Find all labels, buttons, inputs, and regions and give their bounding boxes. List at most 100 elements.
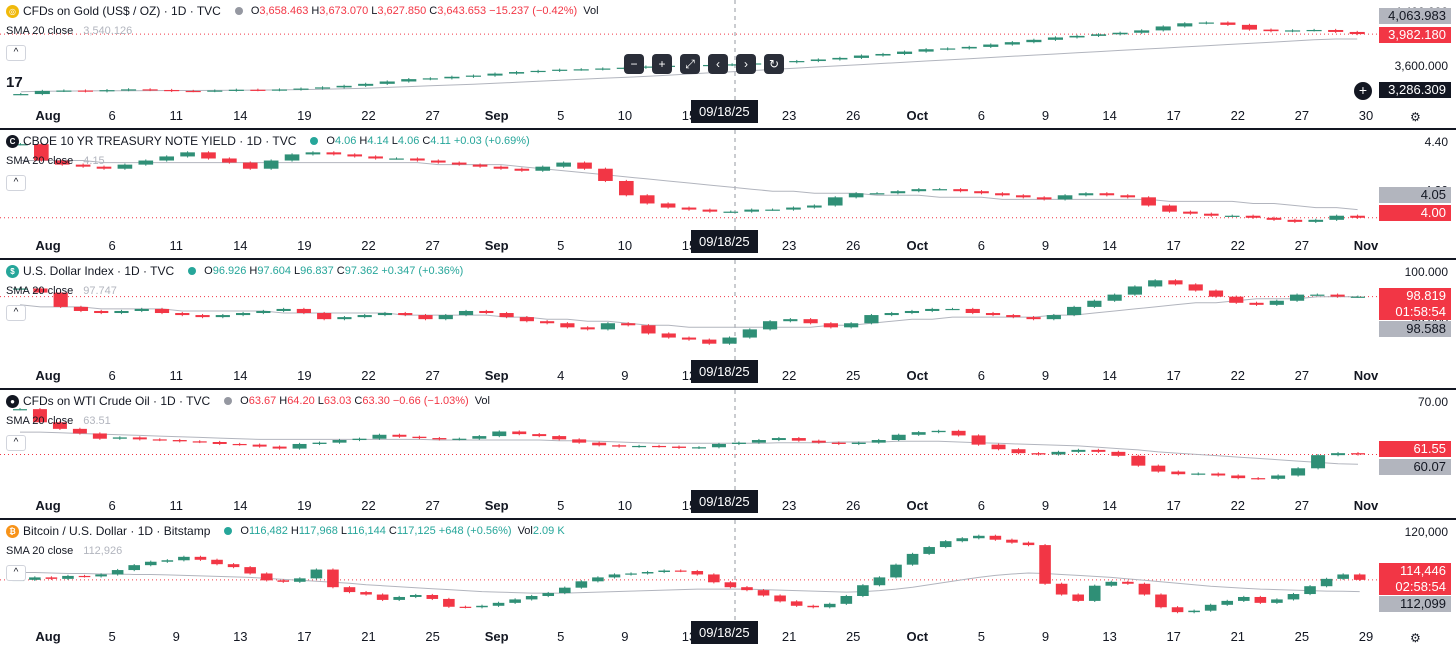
- candle: [1111, 450, 1126, 457]
- fit-icon[interactable]: ⤢: [680, 54, 700, 74]
- collapse-legend-button[interactable]: ^: [6, 305, 26, 321]
- candle: [702, 208, 718, 213]
- candle: [212, 440, 227, 446]
- candle: [96, 165, 112, 170]
- candle: [790, 600, 803, 607]
- ohlc-key-c: C: [422, 135, 431, 147]
- candle: [1328, 28, 1344, 34]
- x-tick-label: 11: [169, 108, 183, 123]
- candle: [422, 77, 438, 81]
- pane-separator: [0, 258, 1456, 260]
- x-tick-label: 17: [1166, 629, 1180, 644]
- sma-legend[interactable]: SMA 20 close 97.747: [6, 285, 117, 297]
- symbol-title[interactable]: CFDs on Gold (US$ / OZ) · 1D · TVC: [23, 4, 221, 18]
- candle: [851, 441, 866, 446]
- collapse-legend-button[interactable]: ^: [6, 175, 26, 191]
- candle: [530, 69, 546, 74]
- candle: [242, 161, 258, 170]
- candle: [1055, 582, 1068, 596]
- reset-icon[interactable]: ↻: [764, 54, 784, 74]
- price-label: 98.588: [1379, 321, 1451, 337]
- svg-text:98.588: 98.588: [1406, 321, 1446, 336]
- candle: [600, 322, 616, 331]
- candle: [458, 309, 474, 317]
- ohlc-key-l: L: [391, 135, 398, 147]
- sma-legend[interactable]: SMA 20 close 63.51: [6, 415, 111, 427]
- market-status-icon: [224, 397, 233, 405]
- candle: [293, 87, 309, 91]
- candle: [638, 65, 654, 69]
- zoom-out-icon[interactable]: −: [624, 54, 644, 74]
- candle: [641, 324, 656, 335]
- x-tick-label: 5: [557, 238, 564, 253]
- candle: [681, 336, 697, 341]
- candle: [492, 430, 507, 438]
- candle: [1148, 279, 1163, 288]
- add-alert-icon[interactable]: +: [1354, 82, 1372, 100]
- candle: [512, 430, 527, 436]
- scroll-left-icon[interactable]: ‹: [708, 54, 728, 74]
- collapse-legend-button[interactable]: ^: [6, 45, 26, 61]
- volume-key: Vol: [583, 5, 599, 17]
- svg-text:4.05: 4.05: [1421, 187, 1446, 202]
- candle: [803, 318, 818, 325]
- symbol-title[interactable]: U.S. Dollar Index · 1D · TVC: [23, 264, 175, 278]
- candle: [1306, 28, 1322, 32]
- price-label: 01:58:54: [1379, 304, 1451, 320]
- ohlc-change: +648 (+0.56%): [438, 525, 512, 537]
- candle: [1198, 21, 1214, 25]
- candle: [194, 555, 207, 561]
- candle: [811, 439, 826, 444]
- x-tick-label: 22: [1231, 368, 1245, 383]
- gear-icon[interactable]: ⚙: [1410, 631, 1421, 645]
- sma-label: SMA 20 close: [6, 285, 74, 297]
- symbol-title[interactable]: CBOE 10 YR TREASURY NOTE YIELD · 1D · TV…: [23, 134, 297, 148]
- x-tick-label: 22: [361, 108, 375, 123]
- sma-legend[interactable]: SMA 20 close 4.15: [6, 155, 105, 167]
- candle: [1036, 196, 1052, 201]
- candle: [1107, 293, 1122, 302]
- candle: [1177, 22, 1193, 28]
- candle: [1269, 299, 1284, 306]
- price-label: 112,099: [1379, 596, 1451, 612]
- candle: [742, 328, 757, 339]
- candle: [426, 593, 439, 601]
- candle: [783, 318, 798, 323]
- x-tick-label: 26: [846, 108, 860, 123]
- candle: [296, 307, 311, 315]
- candle: [757, 589, 770, 597]
- x-tick-label: 9: [1042, 498, 1049, 513]
- symbol-title[interactable]: Bitcoin / U.S. Dollar · 1D · Bitstamp: [23, 524, 211, 538]
- candle: [823, 322, 838, 329]
- zoom-in-icon[interactable]: +: [652, 54, 672, 74]
- x-tick-label: 27: [1295, 108, 1309, 123]
- candle: [250, 88, 266, 92]
- symbol-title[interactable]: CFDs on WTI Crude Oil · 1D · TVC: [23, 394, 211, 408]
- candle: [1006, 538, 1018, 544]
- symbol-logo-icon: ◎: [6, 4, 19, 18]
- x-tick-label: 27: [1295, 368, 1309, 383]
- sma-legend[interactable]: SMA 20 close 112,926: [6, 545, 122, 557]
- candle: [271, 88, 287, 92]
- collapse-legend-button[interactable]: ^: [6, 435, 26, 451]
- candle: [398, 311, 413, 317]
- candle: [54, 159, 70, 166]
- gear-icon[interactable]: ⚙: [1410, 110, 1421, 124]
- scroll-right-icon[interactable]: ›: [736, 54, 756, 74]
- candle: [13, 143, 28, 146]
- collapse-legend-button[interactable]: ^: [6, 565, 26, 581]
- candle: [1127, 285, 1143, 296]
- gold-pane: 4,400.0003,600.0004,063.9833,982.1803,28…: [0, 0, 1456, 128]
- y-tick-label: 70.00: [1418, 395, 1448, 409]
- candle: [884, 311, 899, 317]
- x-tick-label: 11: [169, 498, 183, 513]
- candle: [272, 445, 287, 450]
- sma-legend[interactable]: SMA 20 close 3,540.126: [6, 25, 132, 37]
- x-tick-label: 6: [108, 498, 115, 513]
- candle: [925, 307, 940, 313]
- ohlc-change: −15.237 (−0.42%): [489, 5, 578, 17]
- candle: [1241, 23, 1257, 31]
- candle: [161, 559, 174, 563]
